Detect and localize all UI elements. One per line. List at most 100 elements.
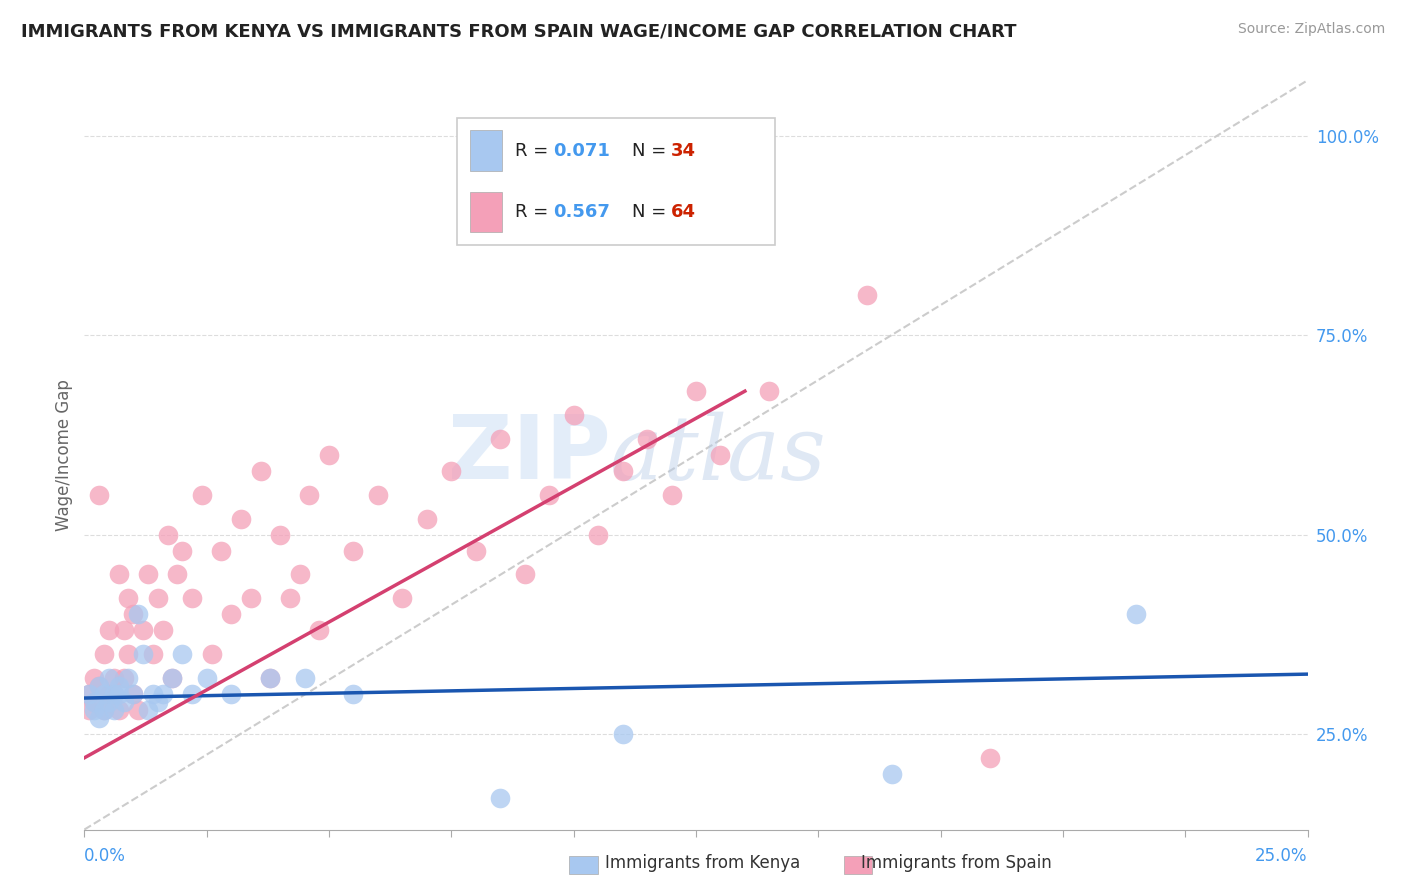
Point xyxy=(308,624,330,638)
Point xyxy=(489,790,512,805)
Point xyxy=(132,647,155,661)
Point xyxy=(83,703,105,717)
Point xyxy=(77,687,100,701)
Point xyxy=(112,671,135,685)
Point xyxy=(142,647,165,661)
Point xyxy=(107,703,129,717)
Point xyxy=(103,671,125,685)
Point xyxy=(219,607,242,622)
Point xyxy=(181,591,204,606)
Point xyxy=(709,448,731,462)
Point xyxy=(87,679,110,693)
Point xyxy=(107,687,129,701)
Point xyxy=(77,703,100,717)
Point xyxy=(107,679,129,693)
Point xyxy=(107,567,129,582)
Point xyxy=(83,695,105,709)
Point xyxy=(152,624,174,638)
Point xyxy=(103,703,125,717)
Point xyxy=(440,464,463,478)
Point xyxy=(132,624,155,638)
Point xyxy=(97,695,120,709)
Point xyxy=(97,671,120,685)
Point xyxy=(661,488,683,502)
Text: IMMIGRANTS FROM KENYA VS IMMIGRANTS FROM SPAIN WAGE/INCOME GAP CORRELATION CHART: IMMIGRANTS FROM KENYA VS IMMIGRANTS FROM… xyxy=(21,22,1017,40)
Point xyxy=(200,647,222,661)
Point xyxy=(87,711,110,725)
Point xyxy=(162,671,184,685)
Point xyxy=(122,607,145,622)
Point xyxy=(93,687,115,701)
Text: 0.0%: 0.0% xyxy=(84,847,127,865)
Text: Immigrants from Spain: Immigrants from Spain xyxy=(860,855,1052,872)
Point xyxy=(117,647,139,661)
Point xyxy=(127,607,149,622)
Point xyxy=(489,432,512,446)
Point xyxy=(391,591,413,606)
Point xyxy=(342,687,364,701)
Point xyxy=(367,488,389,502)
Point xyxy=(83,695,105,709)
Point xyxy=(181,687,204,701)
Point xyxy=(156,527,179,541)
Point xyxy=(166,567,188,582)
Point xyxy=(103,687,125,701)
Text: 25.0%: 25.0% xyxy=(1256,847,1308,865)
Point xyxy=(288,567,311,582)
Text: Immigrants from Kenya: Immigrants from Kenya xyxy=(606,855,800,872)
Point xyxy=(93,703,115,717)
Point xyxy=(117,591,139,606)
Point xyxy=(172,543,194,558)
Point xyxy=(191,488,214,502)
Point xyxy=(103,687,125,701)
Point xyxy=(122,687,145,701)
Point xyxy=(136,703,159,717)
Point xyxy=(162,671,184,685)
Point xyxy=(127,703,149,717)
Point xyxy=(342,543,364,558)
Point xyxy=(122,687,145,701)
Point xyxy=(259,671,281,685)
Point xyxy=(298,488,321,502)
Point xyxy=(112,695,135,709)
Point xyxy=(142,687,165,701)
Point xyxy=(146,591,169,606)
Point xyxy=(195,671,218,685)
Point xyxy=(83,671,105,685)
Point xyxy=(562,408,585,422)
Point xyxy=(278,591,301,606)
Point xyxy=(856,288,879,302)
Point xyxy=(416,511,439,525)
Point xyxy=(586,527,609,541)
Point xyxy=(513,567,536,582)
Point xyxy=(136,567,159,582)
Point xyxy=(249,464,271,478)
Point xyxy=(880,766,903,780)
Point xyxy=(77,687,100,701)
Point xyxy=(87,679,110,693)
Point xyxy=(979,751,1001,765)
Point xyxy=(93,703,115,717)
Point xyxy=(464,543,486,558)
Point xyxy=(97,687,120,701)
Point xyxy=(758,384,780,399)
Point xyxy=(229,511,252,525)
Point xyxy=(318,448,340,462)
Point xyxy=(97,624,120,638)
Y-axis label: Wage/Income Gap: Wage/Income Gap xyxy=(55,379,73,531)
Point xyxy=(112,624,135,638)
Point xyxy=(93,647,115,661)
Text: atlas: atlas xyxy=(610,411,827,499)
Point xyxy=(172,647,194,661)
Point xyxy=(209,543,232,558)
Text: Source: ZipAtlas.com: Source: ZipAtlas.com xyxy=(1237,22,1385,37)
Point xyxy=(239,591,262,606)
Point xyxy=(152,687,174,701)
Point xyxy=(259,671,281,685)
Text: ZIP: ZIP xyxy=(447,411,610,499)
Point xyxy=(1125,607,1147,622)
Point xyxy=(146,695,169,709)
Point xyxy=(636,432,658,446)
Point xyxy=(612,464,634,478)
Point xyxy=(294,671,316,685)
